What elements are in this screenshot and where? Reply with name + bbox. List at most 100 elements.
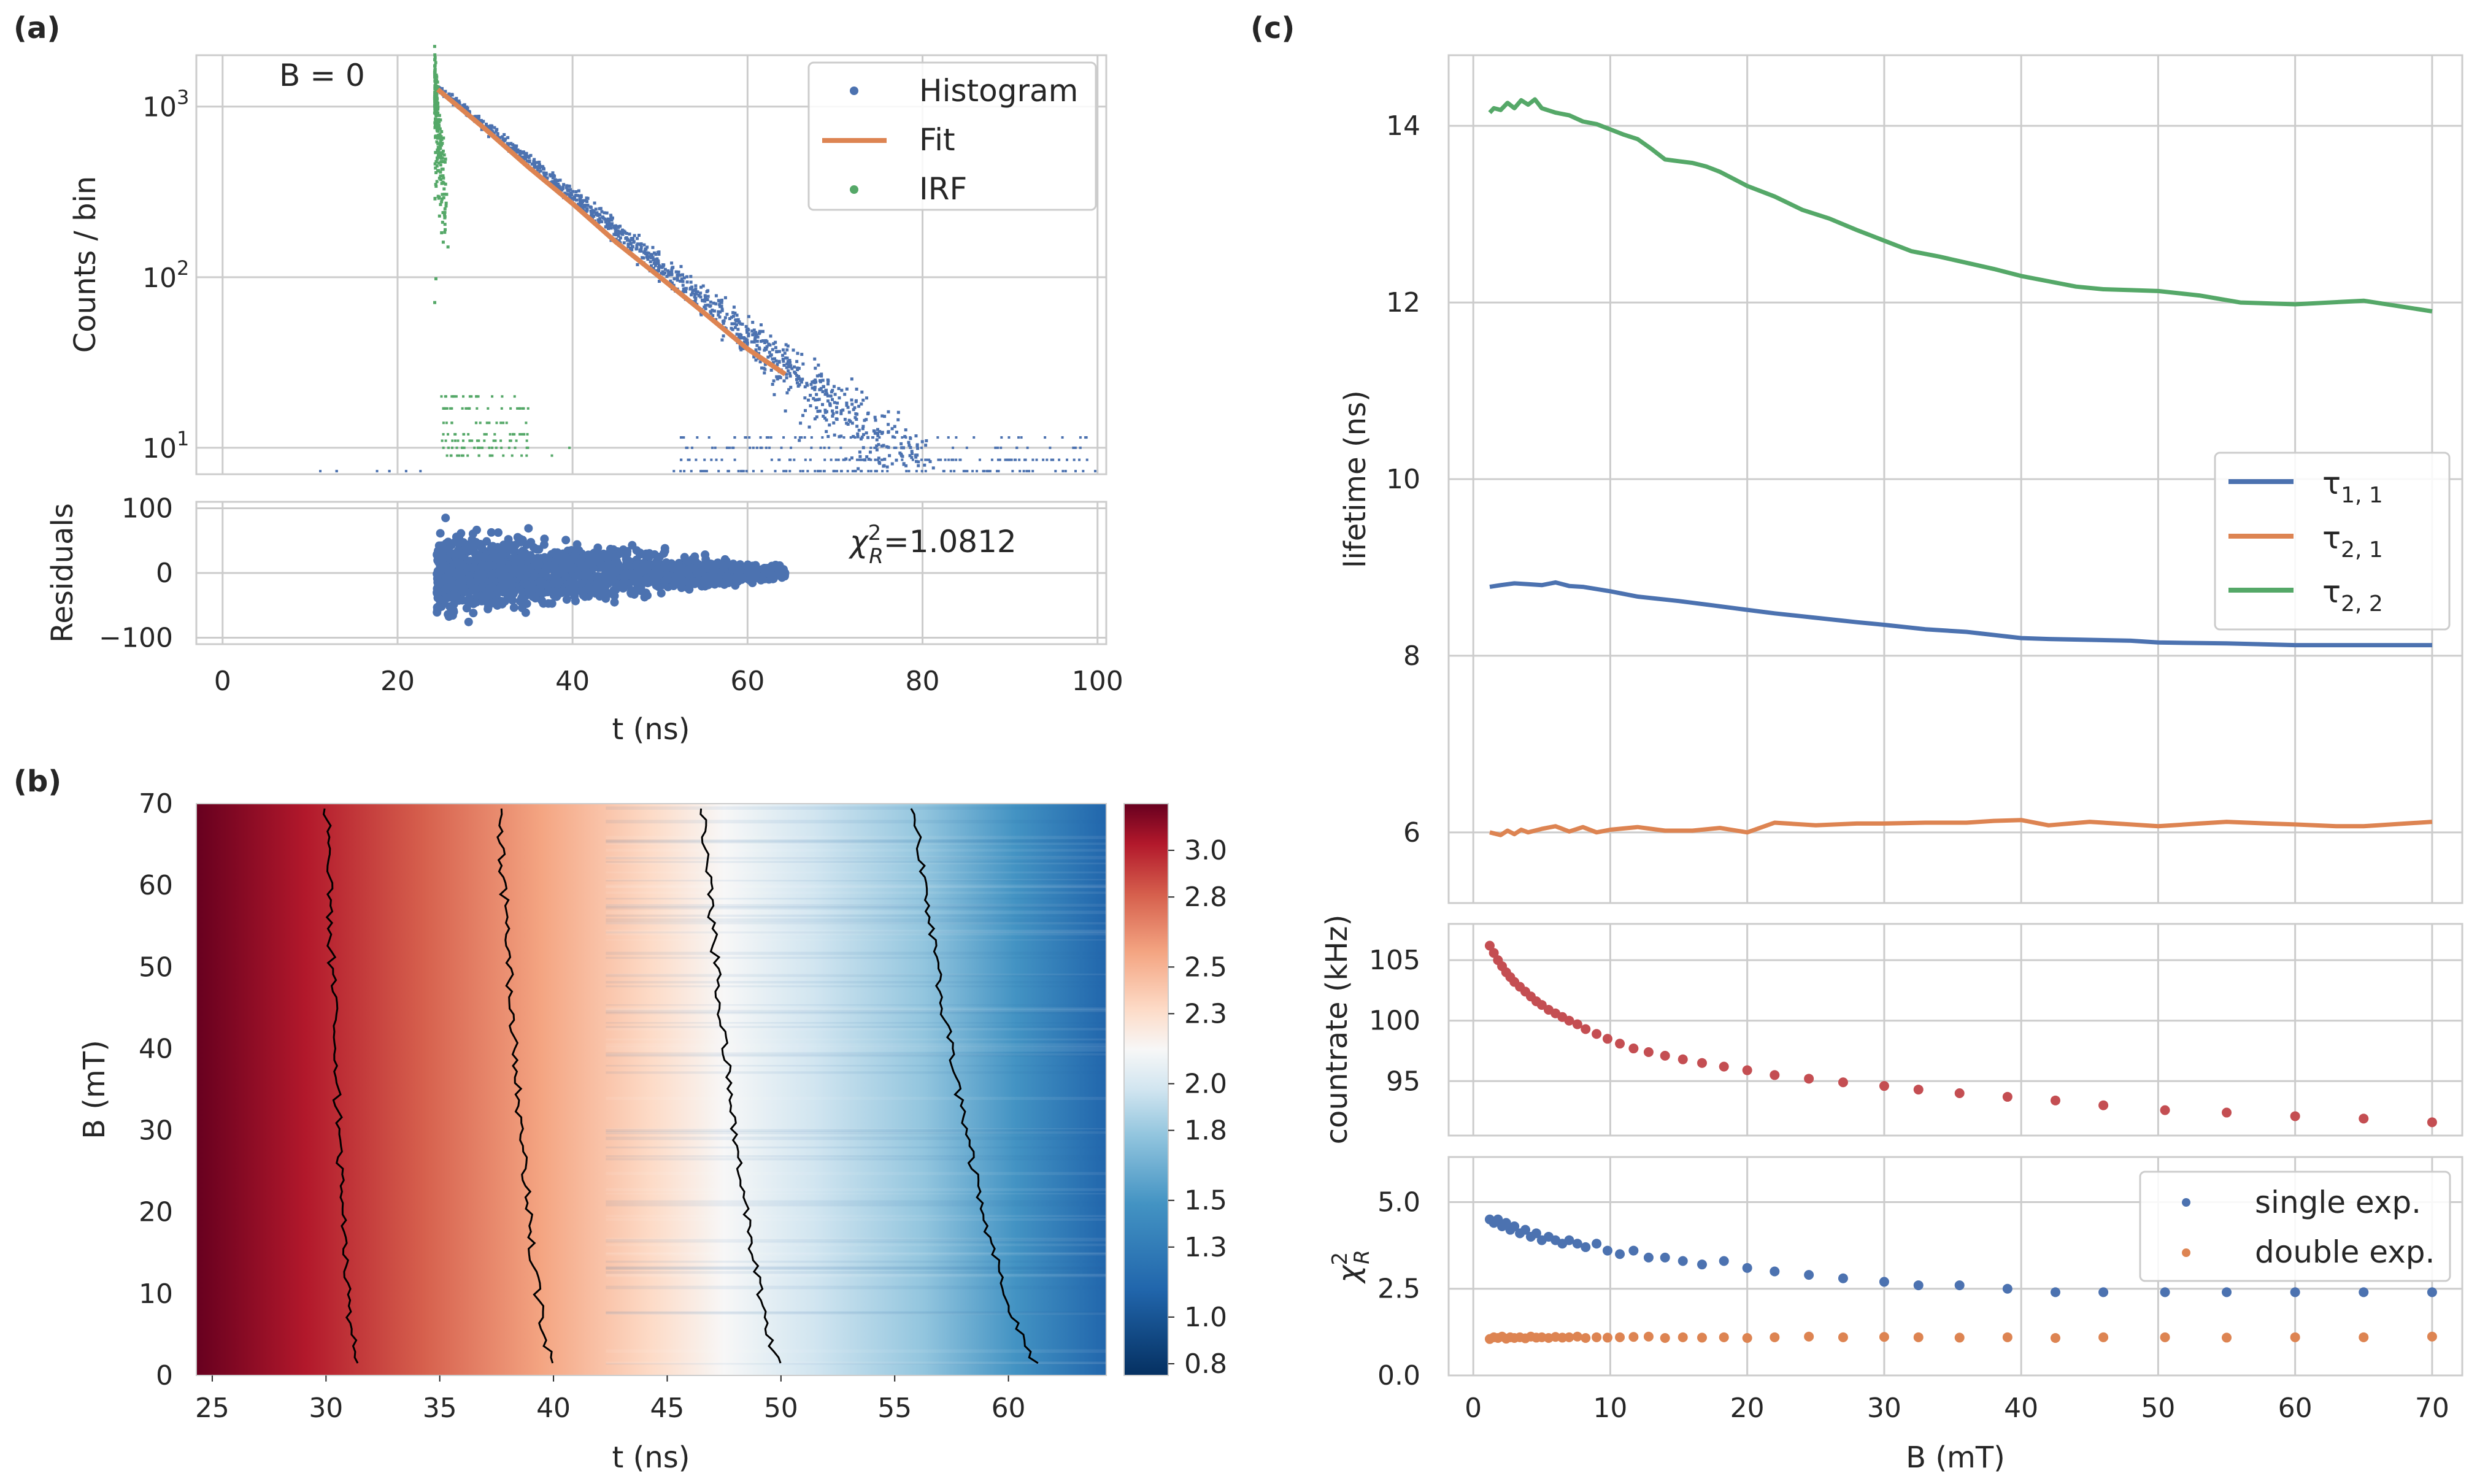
heatmap-noise <box>606 898 1106 900</box>
histogram-point <box>543 175 547 179</box>
histogram-point <box>839 412 843 415</box>
histogram-point <box>863 418 866 422</box>
histogram-point <box>647 255 651 258</box>
x-tick-label: 20 <box>1730 1393 1765 1424</box>
histogram-point <box>799 469 802 472</box>
histogram-point <box>570 193 574 196</box>
heatmap-noise <box>606 1049 1106 1052</box>
single-exp-point <box>1581 1242 1591 1252</box>
residual-point <box>604 550 613 559</box>
x-tick-label: 80 <box>906 666 940 697</box>
histogram-point <box>647 252 650 255</box>
single-exp-point <box>1602 1245 1612 1256</box>
irf-point <box>444 407 447 410</box>
histogram-point <box>886 469 889 472</box>
histogram-point <box>703 306 706 309</box>
histogram-point <box>846 469 849 472</box>
histogram-point <box>583 199 587 202</box>
histogram-point <box>735 313 739 317</box>
histogram-point <box>603 211 606 215</box>
histogram-point <box>720 338 724 342</box>
histogram-point <box>514 148 518 152</box>
histogram-point <box>903 435 907 439</box>
plot-area <box>1447 923 2463 1137</box>
heatmap-noise <box>606 1136 1106 1140</box>
histogram-point <box>335 469 338 472</box>
histogram-point <box>916 447 920 450</box>
histogram-point <box>598 213 602 217</box>
histogram-point <box>690 469 693 472</box>
histogram-point <box>842 436 845 439</box>
histogram-point <box>822 385 825 388</box>
histogram-point <box>730 322 734 326</box>
residual-point <box>477 569 487 578</box>
histogram-point <box>668 272 672 276</box>
histogram-point <box>782 436 785 439</box>
histogram-point <box>636 237 639 240</box>
histogram-point <box>853 416 857 420</box>
histogram-point <box>807 425 811 429</box>
histogram-point <box>710 458 713 461</box>
irf-point <box>488 446 491 449</box>
irf-point <box>445 454 449 457</box>
histogram-point <box>717 313 720 317</box>
histogram-point <box>611 216 614 220</box>
single-exp-point <box>1531 1228 1541 1239</box>
histogram-point <box>823 458 826 461</box>
histogram-point <box>850 421 854 425</box>
histogram-point <box>858 455 862 458</box>
histogram-point <box>681 283 685 287</box>
histogram-point <box>877 443 880 447</box>
histogram-point <box>676 279 679 282</box>
histogram-point <box>829 394 833 398</box>
countrate-point <box>1913 1085 1924 1095</box>
histogram-point <box>772 393 776 396</box>
histogram-point <box>690 285 694 289</box>
histogram-point <box>857 467 860 471</box>
irf-point <box>437 120 441 123</box>
heatmap-noise <box>606 1146 1106 1148</box>
histogram-point <box>597 221 601 225</box>
histogram-point <box>759 446 762 449</box>
residual-point <box>441 573 450 582</box>
irf-point <box>525 421 528 425</box>
irf-point <box>443 210 447 214</box>
histogram-point <box>777 359 781 363</box>
histogram-point <box>609 223 612 227</box>
countrate-point <box>1484 940 1495 951</box>
panel-a-residuals: χ2 R=1.0812 Residuals −100 0 100 0 20 40 60 80 1… <box>45 493 1123 747</box>
histogram-point <box>788 374 792 378</box>
histogram-point <box>1074 446 1077 449</box>
irf-point <box>436 120 439 123</box>
heatmap-noise <box>606 1188 1106 1191</box>
irf-point <box>443 215 447 218</box>
histogram-point <box>872 429 876 433</box>
histogram-point <box>939 458 942 461</box>
histogram-point <box>781 353 785 357</box>
histogram-point <box>823 417 827 420</box>
histogram-point <box>907 469 911 472</box>
histogram-point <box>1022 469 1025 472</box>
histogram-point <box>718 303 722 307</box>
histogram-point <box>666 269 670 273</box>
histogram-point <box>818 409 822 413</box>
histogram-point <box>828 446 831 449</box>
residual-point <box>641 576 650 585</box>
histogram-point <box>952 446 955 449</box>
heatmap-noise <box>606 1155 1106 1158</box>
histogram-point <box>893 446 896 449</box>
histogram-point <box>699 285 703 289</box>
histogram-point <box>685 280 689 284</box>
histogram-point <box>583 204 587 207</box>
legend-marker-irf <box>850 185 858 194</box>
histogram-point <box>785 391 789 394</box>
histogram-point <box>728 317 731 320</box>
histogram-point <box>784 409 787 413</box>
histogram-point <box>880 431 884 434</box>
histogram-point <box>823 410 827 414</box>
histogram-point <box>488 125 491 128</box>
histogram-point <box>875 448 879 452</box>
histogram-point <box>828 423 831 427</box>
y-tick-label: 6 <box>1403 817 1420 848</box>
histogram-point <box>660 272 663 275</box>
